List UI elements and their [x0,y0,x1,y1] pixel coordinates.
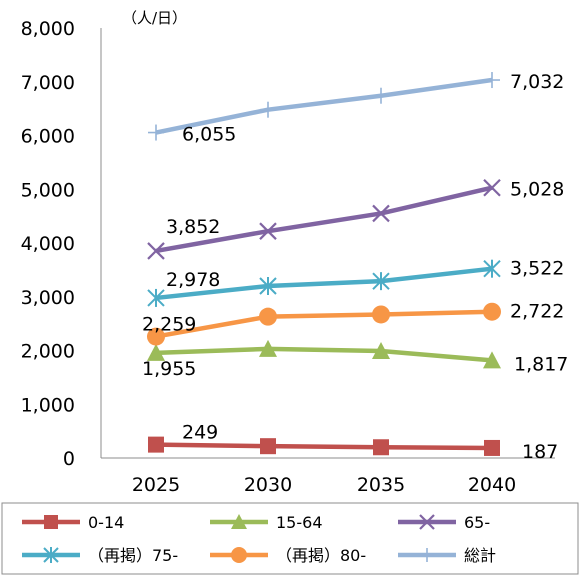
data-point [43,547,59,563]
series-15-64 [147,339,501,369]
legend-item: 15-64 [210,513,323,532]
data-label: 6,055 [182,124,236,146]
data-label: 2,259 [142,314,196,336]
x-tick-label: 2040 [468,474,516,496]
data-label: 2,722 [510,301,564,323]
x-tick-label: 2035 [357,474,405,496]
data-point [259,307,277,326]
y-tick-label: 5,000 [21,179,75,201]
data-point [483,259,501,278]
legend: 0-14 15-64 65- （再掲）75- （再掲）80- 総計 [22,513,496,565]
x-tick-label: 2030 [244,474,292,496]
data-point [372,272,390,291]
series-（再掲）75- [147,259,501,307]
x-tick-label: 2025 [132,474,180,496]
data-point [259,277,277,295]
legend-label: 65- [464,513,490,532]
data-labels: 249 187 1,955 1,817 3,852 5,028 2,978 3,522 2,25… [142,71,568,463]
series-（再掲）80- [147,302,501,346]
axes [100,28,555,459]
data-point [148,436,164,453]
legend-label: （再掲）75- [88,546,178,565]
data-point [483,302,501,321]
data-point [372,305,390,324]
y-tick-label: 8,000 [21,18,75,40]
data-point [260,101,276,118]
data-point [148,124,164,141]
y-tick-labels: 0 1,000 2,000 3,000 4,000 5,000 6,000 7,000 8,00… [21,18,75,470]
y-tick-label: 0 [63,448,75,470]
legend-item: 0-14 [22,513,124,532]
series-line [155,266,493,301]
data-point [147,327,165,346]
data-point [260,438,276,455]
legend-box [1,502,579,575]
data-point [147,288,165,307]
series-line [155,185,493,254]
series-line [155,309,493,339]
data-label: 249 [182,422,218,444]
data-point [483,178,501,197]
legend-label: （再掲）80- [276,546,366,565]
series-0-14 [148,436,500,456]
legend-label: 総計 [464,546,496,565]
data-label: 187 [522,441,558,463]
series-line [155,346,493,363]
legend-item: （再掲）75- [22,546,178,565]
series-line [155,77,493,135]
data-label: 7,032 [510,71,564,93]
data-point [373,87,389,104]
y-tick-label: 1,000 [21,394,75,416]
data-point [484,72,500,89]
series-layer [147,72,501,456]
data-label: 3,852 [166,216,220,238]
series-総計 [148,72,500,141]
y-tick-label: 4,000 [21,233,75,255]
data-point [44,515,58,529]
data-point [373,439,389,456]
unit-label: （人/日） [122,9,187,27]
data-point [231,547,247,563]
x-tick-labels: 2025 2030 2035 2040 [132,474,516,496]
legend-label: 15-64 [276,513,323,532]
data-point [372,342,390,360]
data-point [372,204,390,223]
legend-item: 総計 [398,546,496,565]
data-label: 1,955 [142,358,196,380]
data-label: 5,028 [510,179,564,201]
legend-item: （再掲）80- [210,546,366,565]
data-point [147,242,165,260]
data-point [231,514,247,529]
data-point [484,439,500,456]
y-tick-label: 3,000 [21,287,75,309]
data-point [259,339,277,357]
legend-item: 65- [398,513,490,532]
legend-label: 0-14 [88,513,124,532]
y-tick-label: 7,000 [21,72,75,94]
y-tick-label: 2,000 [21,341,75,363]
series-line [155,442,493,451]
data-point [259,222,277,240]
data-label: 1,817 [514,353,568,375]
data-point [483,351,501,369]
data-label: 2,978 [166,269,220,291]
data-point [147,343,165,361]
y-tick-label: 6,000 [21,126,75,148]
data-label: 3,522 [510,258,564,280]
data-point [419,514,435,530]
data-point [420,548,434,562]
series-65- [147,178,501,260]
